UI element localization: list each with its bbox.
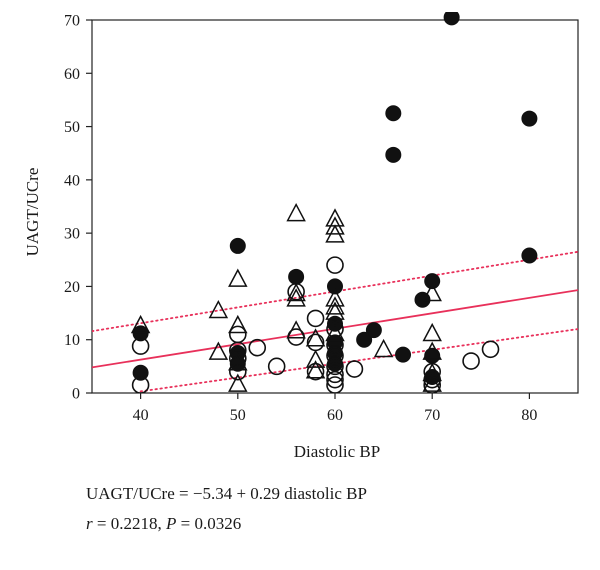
data-point-open-triangle <box>208 341 229 360</box>
regression-equation: UAGT/UCre = −5.34 + 0.29 diastolic BP <box>86 484 367 504</box>
data-point-open-triangle <box>325 288 345 307</box>
y-tick-label: 70 <box>64 13 80 30</box>
data-point-filled-circle <box>229 237 246 254</box>
data-point-filled-circle <box>356 331 373 348</box>
data-point-open-circle <box>462 352 480 370</box>
data-point-open-circle <box>229 325 247 344</box>
data-point-filled-circle <box>288 268 305 285</box>
x-axis-label: Diastolic BP <box>294 442 380 461</box>
data-point-open-triangle <box>373 338 394 358</box>
data-point-open-circle <box>326 256 344 274</box>
data-point-open-circle <box>423 376 441 393</box>
plot-content <box>92 12 578 393</box>
x-tick-label: 80 <box>521 407 537 424</box>
data-point-filled-circle <box>385 146 402 163</box>
data-point-filled-circle <box>395 346 412 363</box>
data-point-open-triangle <box>286 282 306 302</box>
data-point-open-triangle <box>422 362 442 382</box>
x-tick-label: 50 <box>230 407 246 424</box>
data-point-open-triangle <box>208 299 229 319</box>
y-tick-label: 0 <box>72 386 80 403</box>
data-point-open-triangle <box>325 322 345 342</box>
data-point-filled-circle <box>443 12 460 26</box>
data-point-open-triangle <box>305 328 326 347</box>
data-point-open-circle <box>306 309 325 328</box>
data-point-open-triangle <box>325 224 345 243</box>
data-point-filled-circle <box>424 347 441 364</box>
p-symbol: P <box>165 514 177 533</box>
data-point-filled-circle <box>385 105 402 122</box>
data-point-open-triangle <box>228 268 248 287</box>
data-point-filled-circle <box>132 364 149 381</box>
data-point-filled-circle <box>132 325 149 342</box>
x-tick-label: 70 <box>424 407 440 424</box>
correlation-stats: r = 0.2218, P = 0.0326 <box>86 514 241 534</box>
data-point-open-circle <box>229 349 247 368</box>
scatter-chart: 40 50 60 70 80 0 10 20 30 40 50 60 70 Diastolic BP U… <box>23 12 579 461</box>
data-point-open-triangle <box>286 288 306 307</box>
data-point-open-triangle <box>325 301 345 320</box>
r-value: = 0.2218, <box>96 514 162 533</box>
data-point-filled-circle <box>365 322 382 339</box>
data-point-open-circle <box>326 370 344 389</box>
y-tick-label: 40 <box>64 172 80 189</box>
data-point-open-triangle <box>228 352 248 371</box>
data-point-open-circle <box>326 336 344 354</box>
y-tick-label: 20 <box>64 279 80 296</box>
data-point-filled-circle <box>424 273 441 290</box>
data-point-open-triangle <box>422 373 442 392</box>
data-point-open-circle <box>326 357 344 376</box>
plot-area: 40 50 60 70 80 0 10 20 30 40 50 60 70 <box>64 12 579 424</box>
equation-lhs: UAGT/UCre <box>86 484 175 503</box>
y-axis-label: UAGT/UCre <box>23 168 42 257</box>
y-tick-label: 60 <box>64 66 80 83</box>
data-point-open-circle <box>326 346 344 365</box>
x-tick-label: 40 <box>133 407 149 424</box>
data-point-open-circle <box>229 341 247 360</box>
confidence-band-lower <box>139 328 578 393</box>
data-point-open-circle <box>481 340 500 359</box>
data-point-open-circle <box>131 376 150 393</box>
data-point-open-triangle <box>228 373 248 392</box>
data-point-open-circle <box>326 376 344 393</box>
y-tick-label: 50 <box>64 119 80 136</box>
r-symbol: r <box>86 514 93 533</box>
data-point-filled-circle <box>521 247 538 264</box>
data-point-filled-circle <box>327 278 343 295</box>
data-point-open-circle <box>131 337 150 355</box>
y-tick-label: 10 <box>64 332 80 349</box>
data-point-open-triangle <box>305 360 326 379</box>
data-point-open-triangle <box>286 320 306 339</box>
data-point-open-circle <box>306 333 325 352</box>
data-point-open-triangle <box>422 282 442 302</box>
y-tick-label: 30 <box>64 226 80 243</box>
data-point-open-triangle <box>286 202 306 222</box>
data-point-open-triangle <box>130 314 151 334</box>
equation-rhs: = −5.34 + 0.29 diastolic BP <box>179 484 367 503</box>
data-point-open-circle <box>267 357 286 376</box>
data-point-open-circle <box>326 365 344 384</box>
data-point-filled-circle <box>521 110 538 127</box>
data-point-open-circle <box>306 362 325 381</box>
data-point-open-triangle <box>422 322 442 342</box>
data-point-open-circle <box>248 338 267 357</box>
data-point-open-circle <box>345 360 364 378</box>
data-point-open-triangle <box>325 296 345 315</box>
data-point-open-triangle <box>422 341 442 360</box>
data-point-open-triangle <box>228 314 248 334</box>
x-tick-label: 60 <box>327 407 343 424</box>
data-point-open-circle <box>229 362 247 381</box>
p-value: = 0.0326 <box>180 514 242 533</box>
data-point-open-triangle <box>325 216 345 235</box>
data-point-open-triangle <box>305 349 326 368</box>
